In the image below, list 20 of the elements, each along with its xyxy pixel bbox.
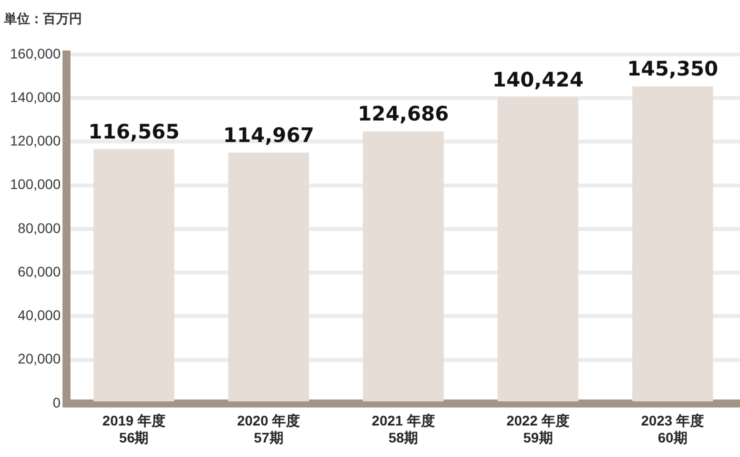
data-label: 145,350 <box>627 56 718 81</box>
x-tick-label: 2021 年度 58期 <box>372 412 435 446</box>
y-tick-label: 0 <box>52 394 61 410</box>
data-label: 116,565 <box>88 119 180 144</box>
y-tick-label: 100,000 <box>10 176 61 192</box>
data-label: 114,967 <box>223 122 314 147</box>
y-tick-label: 20,000 <box>18 350 61 367</box>
y-tick-label: 140,000 <box>10 88 61 105</box>
x-tick-label: 2023 年度 60期 <box>641 412 704 446</box>
x-tick-label: 2019 年度 56期 <box>102 412 166 446</box>
data-label: 140,424 <box>492 67 584 92</box>
y-tick-label: 40,000 <box>18 307 61 324</box>
data-label: 124,686 <box>358 102 449 126</box>
y-tick-label: 160,000 <box>10 45 61 62</box>
y-tick-label: 80,000 <box>18 220 61 236</box>
y-axis-title: 単位：百万円 <box>4 11 82 28</box>
y-tick-label: 120,000 <box>10 132 61 149</box>
x-tick-label: 2022 年度 59期 <box>506 412 570 446</box>
x-tick-label: 2020 年度 57期 <box>237 412 300 446</box>
y-tick-label: 60,000 <box>18 263 61 280</box>
